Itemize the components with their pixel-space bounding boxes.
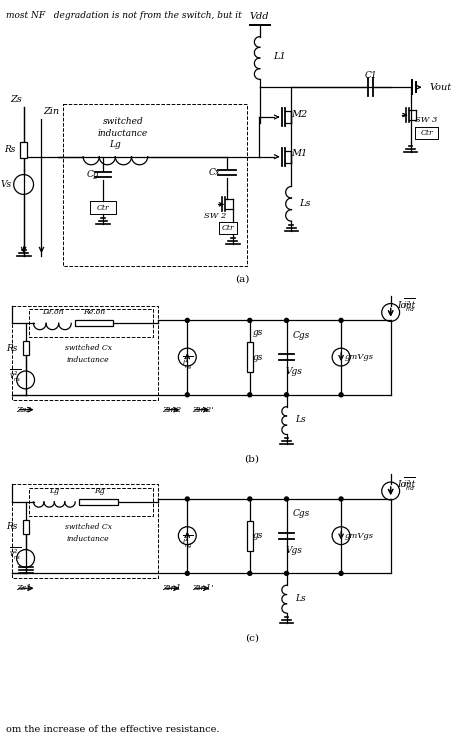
Text: Zin1: Zin1: [163, 584, 182, 592]
Bar: [247, 521, 253, 551]
Text: Lg: Lg: [109, 140, 121, 149]
Circle shape: [339, 497, 343, 501]
Circle shape: [185, 318, 189, 323]
Text: switched Cx: switched Cx: [64, 344, 111, 352]
Text: inductance: inductance: [67, 534, 109, 542]
Circle shape: [284, 393, 289, 397]
Circle shape: [284, 318, 289, 323]
Text: Le.on: Le.on: [42, 308, 63, 317]
Text: Cgs: Cgs: [293, 331, 310, 339]
Circle shape: [248, 571, 252, 576]
Text: switched: switched: [102, 117, 143, 126]
Text: Re.on: Re.on: [83, 308, 105, 317]
Bar: [20, 142, 27, 158]
Text: Rs: Rs: [6, 344, 18, 353]
Text: Zin2': Zin2': [192, 406, 214, 414]
Text: Ls: Ls: [295, 415, 306, 424]
Bar: [247, 342, 253, 372]
Circle shape: [185, 571, 189, 576]
Text: Vgs: Vgs: [286, 546, 303, 555]
Circle shape: [284, 497, 289, 501]
Text: Lg: Lg: [49, 487, 59, 495]
Text: om the increase of the effective resistance.: om the increase of the effective resista…: [6, 725, 219, 734]
Text: Zin2: Zin2: [163, 406, 182, 414]
Text: Vgs: Vgs: [286, 368, 303, 376]
Text: Vout: Vout: [429, 83, 451, 92]
Circle shape: [248, 318, 252, 323]
Text: L1: L1: [273, 52, 286, 61]
Text: SW 3: SW 3: [415, 116, 438, 124]
Text: Ls: Ls: [295, 593, 306, 603]
Circle shape: [248, 497, 252, 501]
Text: Zin: Zin: [44, 106, 60, 116]
Text: gs: gs: [253, 353, 263, 362]
Text: Iout: Iout: [397, 301, 416, 310]
Bar: [79, 499, 118, 505]
Circle shape: [339, 318, 343, 323]
Text: Cx: Cx: [209, 168, 221, 177]
Text: gs: gs: [253, 328, 263, 337]
Text: Iout: Iout: [397, 480, 416, 489]
Text: Cg: Cg: [87, 170, 100, 179]
Circle shape: [339, 393, 343, 397]
Circle shape: [248, 393, 252, 397]
Text: (c): (c): [245, 633, 259, 642]
Text: inductance: inductance: [98, 129, 148, 139]
Text: $\overline{i_{ng}^2}$: $\overline{i_{ng}^2}$: [182, 355, 193, 371]
Text: Vdd: Vdd: [250, 13, 270, 21]
Text: C1: C1: [365, 71, 377, 80]
Circle shape: [185, 393, 189, 397]
Text: $\overline{i_{ng}^2}$: $\overline{i_{ng}^2}$: [182, 534, 193, 550]
Text: M2: M2: [292, 109, 308, 119]
Text: Zin1': Zin1': [192, 584, 214, 592]
Text: inductance: inductance: [67, 356, 109, 364]
Text: gmVgs: gmVgs: [345, 531, 374, 539]
Text: Ctr: Ctr: [97, 204, 109, 213]
Text: $\overline{v_{ns}^2}$: $\overline{v_{ns}^2}$: [9, 367, 22, 383]
Text: Zs2: Zs2: [17, 406, 32, 414]
Text: Ctr: Ctr: [222, 224, 234, 232]
Text: $\overline{i_{nd}^2}$: $\overline{i_{nd}^2}$: [402, 475, 415, 493]
Text: gs: gs: [253, 531, 263, 540]
Text: (a): (a): [235, 275, 249, 283]
Text: $\overline{i_{nd}^2}$: $\overline{i_{nd}^2}$: [402, 297, 415, 314]
Text: Vs: Vs: [0, 180, 12, 189]
Text: Cgs: Cgs: [293, 509, 310, 518]
Text: gmVgs: gmVgs: [345, 353, 374, 361]
Text: Ls: Ls: [300, 199, 311, 208]
Circle shape: [284, 571, 289, 576]
Text: switched Cx: switched Cx: [64, 523, 111, 531]
Text: Zs1: Zs1: [17, 584, 32, 592]
Text: Rs: Rs: [4, 145, 16, 154]
Text: SW 2: SW 2: [204, 213, 226, 220]
Text: Rg: Rg: [94, 487, 104, 495]
Text: $\overline{v_{ns}^2}$: $\overline{v_{ns}^2}$: [9, 545, 22, 562]
Bar: [23, 520, 28, 534]
Bar: [75, 320, 113, 326]
Text: Rs: Rs: [6, 523, 18, 531]
Text: (b): (b): [244, 455, 259, 463]
Circle shape: [185, 497, 189, 501]
Bar: [23, 341, 28, 355]
Text: Ctr: Ctr: [421, 129, 434, 137]
Text: M1: M1: [292, 149, 308, 158]
Text: Zs: Zs: [10, 94, 22, 103]
Text: most NF   degradation is not from the switch, but it: most NF degradation is not from the swit…: [6, 11, 242, 20]
Circle shape: [339, 571, 343, 576]
